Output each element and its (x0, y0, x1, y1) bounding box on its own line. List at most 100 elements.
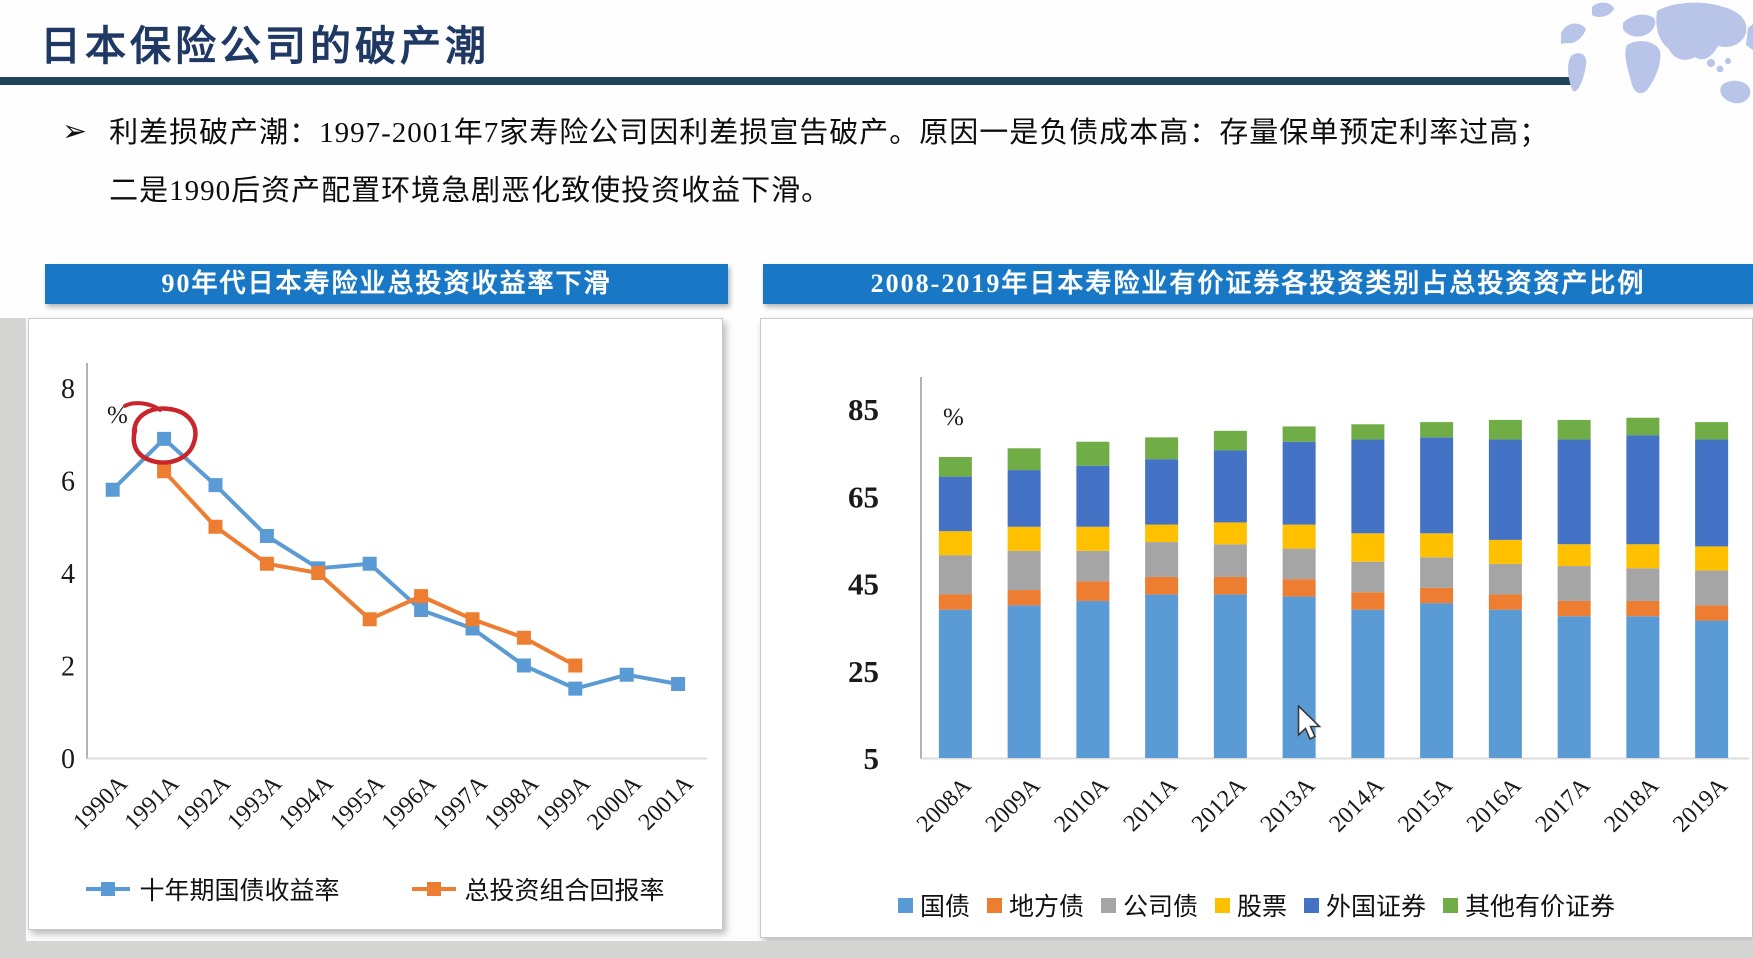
bar-segment (1007, 550, 1041, 591)
line-series (111, 436, 679, 691)
legend-item: 其他有价证券 (1443, 887, 1615, 923)
map-australia (1720, 80, 1751, 104)
bar-segment (938, 555, 972, 595)
bar-segment (1695, 439, 1729, 547)
data-point-marker (516, 658, 531, 673)
bar-segment (1488, 419, 1522, 440)
bar-segment (1282, 579, 1316, 597)
data-point-marker (259, 529, 274, 543)
svg-text:2013A: 2013A (1256, 772, 1321, 837)
legend-swatch (1100, 897, 1116, 913)
svg-text:2: 2 (61, 652, 75, 683)
svg-text:1999A: 1999A (531, 770, 596, 835)
svg-text:2015A: 2015A (1393, 772, 1458, 837)
bar-segment (1213, 576, 1247, 595)
svg-text:1992A: 1992A (171, 770, 236, 835)
bullet-paragraph: ➢ 利差损破产潮：1997-2001年7家寿险公司因利差损宣告破产。原因一是负债… (62, 104, 1750, 220)
data-point-marker (208, 519, 223, 534)
legend-item: 外国证券 (1304, 887, 1426, 923)
data-point-marker (414, 589, 429, 604)
data-point-marker (362, 612, 377, 627)
bar-segment (1420, 422, 1454, 438)
bar-segment (1076, 465, 1110, 527)
bar-segment (1488, 539, 1522, 564)
bar-segment (1351, 439, 1385, 534)
legend-line-marker (86, 882, 131, 896)
red-circle-tail (123, 401, 163, 412)
bar-segment (1076, 550, 1110, 582)
legend-swatch (897, 897, 913, 913)
red-circle-annotation (131, 406, 198, 465)
svg-text:45: 45 (848, 567, 879, 602)
bar-segment (1007, 526, 1041, 551)
svg-text:4: 4 (61, 559, 75, 590)
legend-item: 国债 (897, 887, 970, 923)
bar-segment (1282, 426, 1316, 442)
bar-segment (1351, 609, 1385, 758)
data-point-marker (516, 630, 531, 645)
data-point-marker (414, 603, 429, 617)
bar-segment (1626, 435, 1660, 545)
line-chart-card: 8 6 4 2 0% 1990A 1991A 1992A 1993A 1994A 1995A 1996… (28, 318, 723, 930)
page-title: 日本保险公司的破产潮 (40, 23, 490, 69)
bar-segment (1213, 430, 1247, 451)
bar-chart-card: 85 65 45 25 5% 2008A 2009A 2010A 2011A 2012A 2013A… (760, 318, 1753, 938)
bar-segment (1007, 470, 1041, 527)
bar-chart-title: 2008-2019年日本寿险业有价证券各投资类别占总投资资产比例 (763, 264, 1753, 304)
bar-segment (1695, 605, 1729, 621)
bar-segment (1695, 422, 1729, 440)
data-point-marker (105, 482, 120, 497)
bar-segment (1145, 459, 1179, 525)
legend-label: 其他有价证券 (1465, 894, 1616, 921)
svg-text:2008A: 2008A (912, 772, 977, 837)
x-axis-labels: 1990A1991A1992A1993A1994A1995A1996A1997A… (68, 770, 698, 835)
svg-text:25: 25 (848, 654, 879, 689)
legend-label: 十年期国债收益率 (139, 878, 340, 905)
bar-segment (1145, 594, 1179, 758)
data-point-marker (619, 667, 634, 682)
svg-text:%: % (107, 402, 128, 429)
page-edge-bottom (0, 941, 1753, 958)
legend-item: 股票 (1215, 887, 1287, 923)
bar-segment (1488, 439, 1522, 540)
bar-segment (1213, 544, 1247, 577)
line-chart: 8 6 4 2 0% 1990A1991A1992A1993A1994A1995A1996… (61, 363, 707, 835)
svg-text:65: 65 (848, 479, 879, 514)
legend-item: 地方债 (986, 887, 1084, 923)
bar-segment (938, 594, 972, 610)
bar-segment (1213, 594, 1247, 758)
bar-segment (1076, 581, 1110, 601)
bar-segment (1626, 417, 1660, 436)
svg-text:2010A: 2010A (1050, 772, 1115, 837)
svg-text:2011A: 2011A (1119, 772, 1183, 836)
svg-text:2000A: 2000A (582, 770, 647, 835)
bar-segment (1695, 546, 1729, 571)
map-europe (1623, 14, 1656, 37)
bullet-arrow-icon: ➢ (62, 114, 88, 149)
bar-segment (1145, 437, 1179, 460)
line-chart-title: 90年代日本寿险业总投资收益率下滑 (45, 264, 728, 304)
bar-segment (1420, 557, 1454, 588)
bar-segment (1007, 590, 1041, 606)
mouse-cursor-icon (1297, 705, 1322, 741)
bar-segment (1145, 542, 1179, 577)
bar-chart-legend: 国债 地方债 公司债 股票 外国证券 其他有价证券 (761, 887, 1752, 923)
bar-segment (1351, 533, 1385, 562)
bar-segment (1145, 524, 1179, 543)
legend-swatch (1215, 897, 1230, 913)
bar-segment (1076, 441, 1110, 466)
bar-segment (1557, 566, 1591, 601)
legend-label: 公司债 (1122, 894, 1198, 921)
svg-text:5: 5 (864, 741, 880, 776)
svg-text:2009A: 2009A (981, 772, 1046, 837)
bar-segment (938, 456, 972, 477)
legend-label: 总投资组合回报率 (464, 878, 665, 905)
svg-text:85: 85 (848, 392, 879, 427)
legend-item: 公司债 (1100, 887, 1198, 923)
bar-segment (1351, 561, 1385, 593)
bar-segment (1488, 609, 1522, 758)
bar-segment (1557, 616, 1591, 758)
legend-line-marker (411, 882, 456, 896)
svg-text:0: 0 (61, 744, 75, 775)
